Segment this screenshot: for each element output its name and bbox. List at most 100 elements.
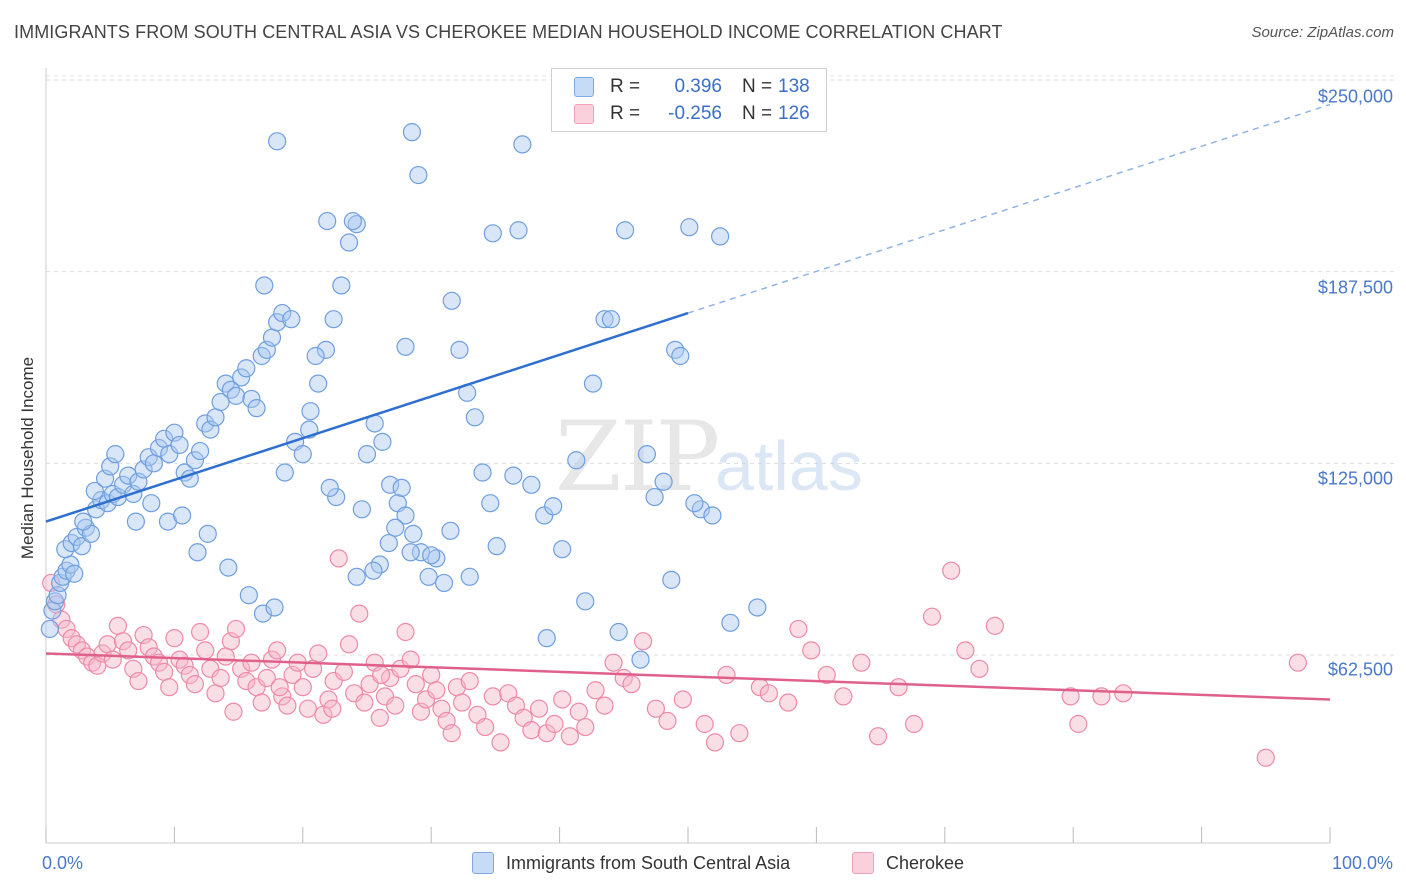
south-central-asia-point (392, 478, 411, 497)
south-central-asia-point (721, 613, 740, 632)
south-central-asia-point (242, 389, 261, 409)
cherokee-point (355, 693, 374, 712)
cherokee-point (93, 644, 112, 663)
south-central-asia-point (352, 500, 371, 519)
legend-item-south-central-asia[interactable]: Immigrants from South Central Asia (472, 852, 790, 874)
cherokee-point (242, 653, 261, 672)
south-central-asia-point (680, 218, 699, 237)
cherokee-point (155, 662, 174, 681)
south-central-asia-point (567, 451, 586, 470)
cherokee-point (206, 684, 225, 703)
south-central-asia-point (160, 445, 179, 464)
cherokee-point (537, 724, 556, 743)
cherokee-point (633, 632, 653, 651)
trend-line-cherokee (45, 652, 1331, 701)
x-tick-0: 0.0% (42, 853, 84, 873)
south-central-asia-point (645, 487, 664, 507)
south-central-asia-point (483, 224, 502, 243)
south-central-asia-point (601, 310, 621, 329)
cherokee-point (673, 690, 692, 709)
cherokee-point (226, 619, 246, 639)
cherokee-point (103, 650, 122, 669)
cherokee-point (350, 604, 369, 623)
cherokee-point (190, 622, 210, 642)
cherokee-point (329, 549, 348, 568)
legend-n-label: N = (742, 103, 773, 124)
cherokee-point (165, 629, 184, 648)
south-central-asia-point (306, 346, 325, 366)
legend-r-label: R = (610, 76, 641, 97)
cherokee-point (129, 671, 148, 691)
y-axis-label: Median Household Income (18, 356, 37, 560)
south-central-asia-point (149, 438, 169, 458)
cherokee-point (586, 681, 605, 700)
cherokee-point (452, 693, 472, 712)
data-points (40, 123, 1308, 767)
watermark-atlas: atlas (715, 427, 863, 505)
south-central-asia-point (402, 123, 422, 142)
trend-lines (45, 103, 1331, 701)
cherokee-point (1288, 653, 1308, 672)
cherokee-point (868, 727, 888, 746)
south-central-asia-point (671, 346, 690, 366)
cherokee-point (211, 668, 230, 688)
south-central-asia-point (595, 310, 614, 329)
y-tick-62500: $62,500 (1327, 659, 1393, 680)
south-central-asia-point (339, 233, 359, 252)
cherokee-point (491, 733, 510, 752)
cherokee-point (569, 702, 588, 721)
south-central-asia-point (703, 506, 722, 525)
south-central-asia-point (119, 466, 138, 485)
south-central-asia-point (268, 132, 287, 151)
legend-item-cherokee[interactable]: Cherokee (852, 852, 964, 874)
cherokee-point (817, 665, 836, 685)
south-central-asia-point (40, 619, 59, 639)
south-central-asia-point (441, 521, 460, 540)
cherokee-point (375, 687, 395, 706)
cherokee-point (278, 696, 297, 715)
cherokee-point (323, 699, 342, 718)
south-central-asia-point (442, 291, 461, 310)
cherokee-point (553, 690, 572, 709)
south-central-asia-point (537, 629, 556, 648)
south-central-asia-point (434, 573, 454, 593)
south-central-asia-point (357, 445, 377, 464)
cherokee-point (293, 678, 312, 697)
south-central-asia-point (206, 408, 225, 427)
south-central-asia-point (327, 487, 346, 507)
cherokee-point (442, 724, 461, 743)
south-central-asia-point (226, 386, 246, 405)
south-central-asia-point (583, 374, 603, 393)
cherokee-point (139, 638, 158, 657)
cherokee-point (422, 665, 441, 685)
cherokee-point (180, 665, 199, 685)
south-central-asia-point (282, 310, 301, 329)
south-central-asia-point (262, 328, 282, 347)
south-central-asia-point (473, 463, 492, 482)
y-tick-187500: $187,500 (1317, 277, 1393, 298)
cherokee-point (985, 616, 1004, 635)
cherokee-point (324, 671, 343, 691)
cherokee-point (476, 717, 495, 737)
south-central-asia-point (219, 558, 238, 577)
cherokee-point (160, 678, 179, 697)
south-central-asia-point (411, 543, 431, 562)
south-central-asia-point (513, 135, 532, 154)
cherokee-point (216, 647, 235, 666)
cherokee-point (108, 616, 128, 635)
south-central-asia-point (211, 392, 230, 412)
cherokee-point (904, 714, 924, 734)
cherokee-point (270, 678, 289, 697)
cherokee-point (717, 665, 736, 685)
cherokee-point (401, 650, 420, 669)
south-central-asia-point (332, 276, 351, 295)
south-central-asia-point (487, 537, 506, 556)
watermark: ZIP atlas (555, 401, 863, 513)
cherokee-point (545, 714, 564, 734)
legend-swatch-pink (574, 104, 594, 124)
cherokee-point (237, 671, 256, 691)
south-central-asia-point (273, 303, 292, 323)
south-central-asia-point (504, 466, 523, 485)
cherokee-point (529, 699, 549, 718)
cherokee-point (372, 665, 391, 685)
